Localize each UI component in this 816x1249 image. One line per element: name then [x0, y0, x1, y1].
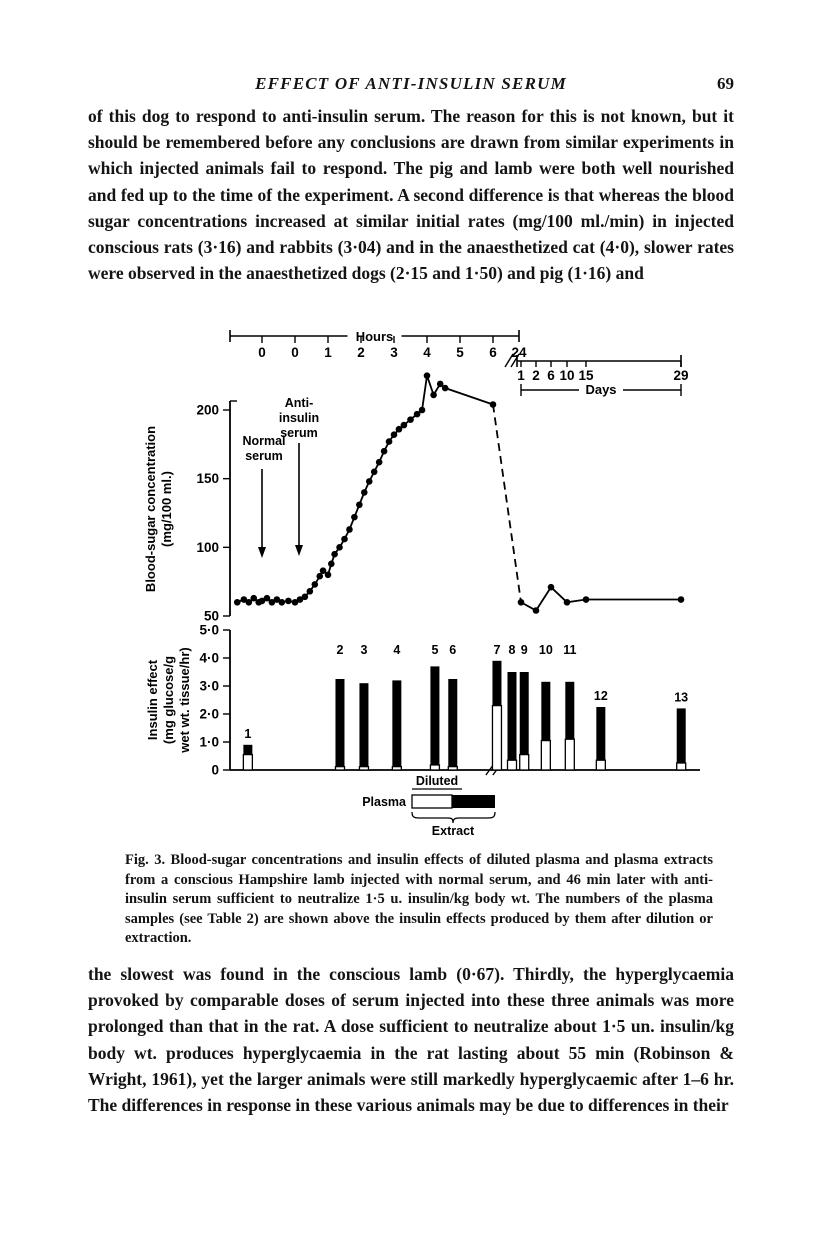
- svg-text:0: 0: [291, 345, 299, 360]
- svg-text:15: 15: [578, 368, 594, 383]
- figure-caption-label: Fig. 3.: [125, 852, 166, 868]
- blood-sugar-axis: 50 100 150 200 Blood-sugar concentration (mg/…: [143, 400, 237, 624]
- svg-text:50: 50: [204, 609, 219, 624]
- days-ruler: 1 2 6 10 15 29 Days: [504, 353, 689, 397]
- svg-text:4·0: 4·0: [199, 651, 219, 666]
- svg-text:serum: serum: [245, 449, 283, 463]
- hours-ruler: Hours 0 0 1 2 3 4 5 6 24: [229, 328, 527, 360]
- svg-text:Normal: Normal: [242, 434, 285, 448]
- svg-text:serum: serum: [280, 426, 318, 440]
- svg-text:6: 6: [489, 345, 497, 360]
- svg-text:4: 4: [423, 345, 431, 360]
- svg-text:7: 7: [493, 643, 500, 657]
- svg-text:100: 100: [196, 540, 219, 555]
- svg-text:Anti-: Anti-: [285, 396, 313, 410]
- running-title: EFFECT OF ANTI-INSULIN SERUM: [255, 74, 567, 93]
- svg-text:12: 12: [594, 689, 608, 703]
- blood-sugar-series: [233, 372, 685, 614]
- svg-text:10: 10: [559, 368, 574, 383]
- svg-text:(mg/100 ml.): (mg/100 ml.): [159, 471, 174, 547]
- svg-text:0: 0: [258, 345, 266, 360]
- svg-text:(mg glucose/g: (mg glucose/g: [161, 656, 176, 744]
- svg-text:Hours: Hours: [356, 329, 394, 344]
- svg-text:29: 29: [673, 368, 688, 383]
- svg-text:Plasma: Plasma: [362, 795, 407, 809]
- svg-text:200: 200: [196, 403, 219, 418]
- svg-text:insulin: insulin: [279, 411, 319, 425]
- svg-text:9: 9: [521, 643, 528, 657]
- svg-text:2: 2: [532, 368, 540, 383]
- svg-text:3·0: 3·0: [199, 679, 219, 694]
- svg-text:6: 6: [547, 368, 555, 383]
- plasma-extract-legend: Diluted Plasma Extract: [362, 774, 496, 838]
- svg-text:Diluted: Diluted: [416, 774, 458, 788]
- svg-text:150: 150: [196, 471, 219, 486]
- svg-text:1: 1: [324, 345, 332, 360]
- svg-text:Extract: Extract: [432, 824, 475, 838]
- svg-text:wet wt. tissue/hr): wet wt. tissue/hr): [177, 647, 192, 753]
- svg-text:13: 13: [674, 690, 688, 704]
- svg-text:5·0: 5·0: [199, 623, 219, 638]
- paragraph-top: of this dog to respond to anti-insulin s…: [88, 106, 734, 284]
- svg-text:1·0: 1·0: [199, 735, 219, 750]
- svg-text:Blood-sugar concentration: Blood-sugar concentration: [143, 426, 158, 592]
- paragraph-bottom: the slowest was found in the conscious l…: [88, 964, 734, 1116]
- svg-text:8: 8: [509, 643, 516, 657]
- svg-text:1: 1: [244, 727, 251, 741]
- svg-text:3: 3: [390, 345, 398, 360]
- svg-text:6: 6: [449, 643, 456, 657]
- svg-text:5: 5: [456, 345, 464, 360]
- insulin-axis: 0 1·0 2·0 3·0 4·0 5·0 Insulin effect (mg glucos…: [145, 623, 700, 778]
- svg-text:2: 2: [337, 643, 344, 657]
- svg-text:10: 10: [539, 643, 553, 657]
- svg-text:2: 2: [357, 345, 365, 360]
- svg-text:5: 5: [431, 643, 438, 657]
- svg-text:1: 1: [517, 368, 525, 383]
- svg-text:Insulin effect: Insulin effect: [145, 659, 160, 740]
- page-number: 69: [717, 74, 734, 93]
- figure-3: Hours 0 0 1 2 3 4 5 6 24 1 2 6 10 15 29 Days 50 100 150 200 B…: [125, 323, 725, 843]
- svg-text:11: 11: [563, 643, 576, 657]
- svg-text:4: 4: [393, 643, 400, 657]
- svg-text:0: 0: [211, 763, 219, 778]
- svg-text:2·0: 2·0: [199, 707, 219, 722]
- page-header: EFFECT OF ANTI-INSULIN SERUM 69: [88, 74, 734, 98]
- figure-caption: Fig. 3. Blood-sugar concentrations and i…: [125, 851, 713, 949]
- svg-text:Days: Days: [585, 382, 616, 397]
- figure-caption-text: Blood-sugar concentrations and insulin e…: [125, 852, 713, 947]
- svg-text:3: 3: [360, 643, 367, 657]
- svg-text:24: 24: [511, 345, 527, 360]
